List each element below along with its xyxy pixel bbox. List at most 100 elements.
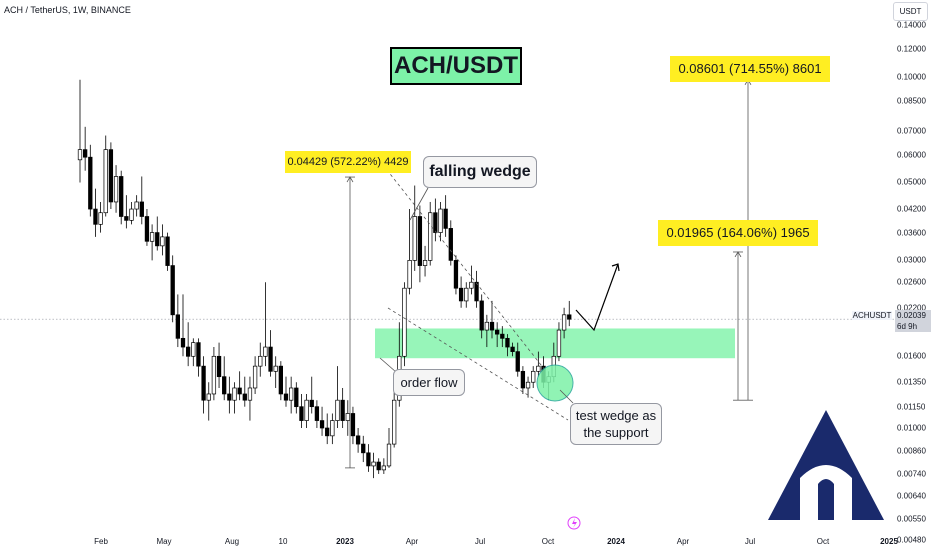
logo-arch	[800, 465, 852, 520]
candle-body	[165, 236, 170, 266]
candle-body	[366, 452, 371, 467]
candle-body	[402, 287, 407, 357]
price-tick-label: 0.10000	[897, 72, 926, 82]
candle-body	[196, 342, 201, 367]
test-note-connector	[559, 389, 574, 404]
current-price-value: 0.02039	[897, 311, 926, 320]
candle-body	[371, 461, 376, 467]
time-tick-label: Jul	[474, 537, 486, 546]
support-zone	[375, 328, 735, 359]
candle-body	[515, 351, 520, 372]
test-wedge-note-line-2: the support	[583, 425, 649, 440]
candle-body	[479, 300, 484, 331]
candle-body	[361, 443, 366, 454]
candle-body	[170, 265, 175, 316]
price-tick-label: 0.00480	[897, 535, 926, 545]
candle-body	[160, 236, 165, 247]
candle-body	[113, 176, 119, 203]
candle-body	[88, 156, 93, 210]
candle-body	[242, 393, 247, 401]
candle-body	[237, 387, 242, 395]
candle-body	[458, 287, 464, 302]
candle-body	[350, 413, 356, 437]
lightning-icon[interactable]	[567, 516, 581, 530]
price-tick-label: 0.00860	[897, 446, 926, 456]
candle-body	[222, 376, 227, 395]
test-wedge-note: test wedge as the support	[570, 403, 662, 445]
time-tick-label: Aug	[224, 537, 240, 546]
candle-body	[319, 420, 325, 429]
candle-body	[561, 314, 567, 331]
candle-body	[453, 260, 459, 289]
time-tick-label: Apr	[676, 537, 690, 546]
candle-body	[201, 365, 206, 401]
candle-body	[144, 216, 150, 242]
price-tick-label: 0.01600	[897, 351, 926, 361]
price-tick-label: 0.01150	[897, 402, 926, 412]
candle-body	[433, 212, 438, 233]
candle-body	[443, 208, 448, 229]
time-tick-label: Jul	[744, 537, 756, 546]
candle-body	[381, 465, 386, 471]
candle-body	[180, 337, 186, 348]
measure-label-1: 0.04429 (572.22%) 4429	[285, 151, 411, 173]
test-wedge-note-line-1: test wedge as	[575, 408, 657, 423]
candle-body	[428, 212, 433, 261]
candle-body	[500, 333, 505, 339]
candle-body	[376, 461, 381, 471]
time-tick-label: May	[156, 537, 172, 546]
candle-body	[495, 329, 500, 335]
measure-arrow-1-head	[346, 176, 354, 183]
price-tick-label: 0.00640	[897, 491, 926, 501]
projection-path	[575, 263, 619, 332]
candle-body	[525, 381, 531, 389]
wedge-lower-line	[387, 307, 569, 421]
candle-body	[469, 281, 474, 289]
wedge-upper-line	[382, 164, 546, 371]
price-tick-label: 0.00740	[897, 469, 926, 479]
chart-title-box: ACH/USDT	[390, 47, 522, 85]
candle-body	[345, 413, 350, 421]
candle-body	[278, 365, 283, 395]
time-tick-label: Feb	[94, 537, 108, 546]
candle-body	[489, 321, 495, 331]
candle-body	[227, 393, 232, 401]
candle-body	[134, 201, 139, 210]
current-price-label: 0.02039 6d 9h	[895, 310, 931, 332]
price-tick-label: 0.00550	[897, 514, 926, 524]
order-flow-connector	[379, 357, 397, 373]
candle-body	[155, 232, 160, 247]
price-tick-label: 0.05000	[897, 177, 926, 187]
current-price-symbol-tag: ACHUSDT	[852, 311, 892, 320]
candle-body	[536, 365, 541, 372]
candle-body	[531, 370, 536, 383]
candle-body	[258, 355, 263, 367]
candle-body	[422, 260, 428, 266]
price-tick-label: 0.02200	[897, 303, 926, 313]
price-tick-label: 0.03600	[897, 228, 926, 238]
time-tick-label: Oct	[541, 537, 555, 546]
price-tick-label: 0.07000	[897, 126, 926, 136]
candle-body	[98, 212, 103, 225]
candle-body	[186, 346, 191, 357]
candle-body	[392, 399, 397, 445]
candle-body	[263, 346, 268, 357]
candle-body	[216, 355, 222, 378]
price-tick-label: 0.12000	[897, 44, 926, 54]
order-flow-note: order flow	[393, 369, 465, 396]
candle-body	[304, 399, 309, 421]
price-tick-label: 0.02600	[897, 277, 926, 287]
candle-body	[412, 216, 417, 261]
candle-body	[417, 216, 423, 266]
candle-body	[510, 346, 515, 352]
candle-body	[474, 281, 479, 302]
price-tick-label: 0.08500	[897, 96, 926, 106]
alchemy-pay-logo	[768, 410, 884, 520]
time-tick-label: 2024	[607, 537, 625, 546]
currency-unit-button[interactable]: USDT	[893, 2, 928, 21]
candle-body	[211, 355, 217, 395]
candle-body	[283, 393, 289, 401]
candle-body	[355, 435, 361, 445]
candle-body	[206, 393, 211, 401]
